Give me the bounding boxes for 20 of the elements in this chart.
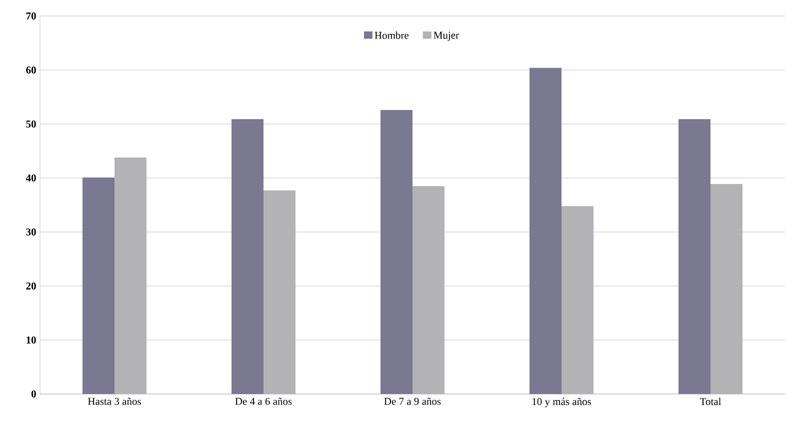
bar: [530, 68, 562, 394]
bar: [232, 119, 264, 394]
x-tick-label: Hasta 3 años: [88, 398, 141, 405]
y-tick-label: 30: [26, 228, 36, 236]
legend-label: Hombre: [374, 32, 409, 39]
x-tick-label: 10 y más años: [532, 398, 592, 408]
legend-label: Mujer: [434, 32, 459, 41]
y-tick-label: 40: [26, 174, 36, 182]
y-tick-label: 70: [26, 12, 36, 20]
bar: [380, 110, 412, 394]
x-tick-label: De 4 a 6 años: [235, 398, 292, 405]
bar: [678, 119, 711, 394]
y-tick-label: 0: [31, 390, 36, 398]
x-tick-label: De 7 a 9 años: [384, 398, 441, 405]
bar: [82, 177, 114, 394]
y-tick-label: 10: [26, 336, 36, 344]
y-tick-label: 50: [26, 120, 36, 128]
x-tick-label: Total: [700, 398, 722, 406]
y-tick-label: 60: [26, 66, 36, 74]
y-tick-label: 20: [26, 282, 36, 290]
